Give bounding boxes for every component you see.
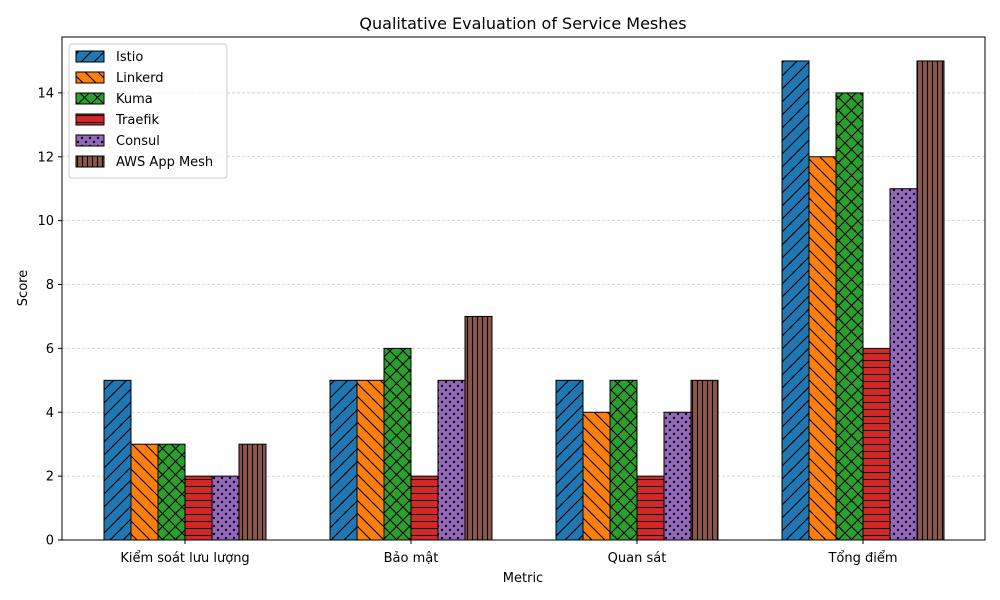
x-tick-label: Tổng điểm <box>827 551 897 566</box>
legend-swatch <box>75 113 105 126</box>
plot-frame <box>61 36 986 541</box>
bar-aws-app-mesh <box>916 60 945 541</box>
bar-kuma <box>157 443 186 541</box>
grid-lines <box>62 92 985 477</box>
legend-box <box>68 43 228 179</box>
bar-aws-app-mesh <box>464 315 493 541</box>
bar-istio <box>329 379 358 541</box>
bar-traefik <box>410 475 439 541</box>
bar-aws-app-mesh <box>690 379 719 541</box>
bar-kuma <box>835 92 864 541</box>
legend-label: Traefik <box>115 113 160 128</box>
legend-swatch <box>75 71 105 84</box>
bar-istio <box>781 60 810 541</box>
bar-consul <box>663 411 692 541</box>
bar-kuma <box>383 347 412 541</box>
x-tick-label: Quan sát <box>608 551 667 566</box>
y-tick-label: 4 <box>46 406 54 421</box>
y-tick-label: 12 <box>37 150 54 165</box>
y-tick-label: 2 <box>46 470 54 485</box>
y-tick-label: 10 <box>37 214 54 229</box>
x-tick-label: Kiểm soát lưu lượng <box>120 551 249 566</box>
legend-swatch <box>75 134 105 147</box>
bar-linkerd <box>130 443 159 541</box>
bar-linkerd <box>808 156 837 541</box>
bar-consul <box>889 188 918 541</box>
bar-linkerd <box>582 411 611 541</box>
legend-swatch <box>75 155 105 168</box>
legend-label: Linkerd <box>116 71 164 86</box>
bar-kuma <box>609 379 638 541</box>
legend-swatch <box>75 50 105 63</box>
bar-istio <box>103 379 132 541</box>
y-tick-label: 8 <box>46 278 54 293</box>
legend-label: Istio <box>116 50 143 65</box>
bar-traefik <box>862 347 891 541</box>
y-tick-label: 14 <box>37 86 54 101</box>
bars <box>103 60 945 541</box>
chart-title: Qualitative Evaluation of Service Meshes <box>359 14 686 33</box>
legend: Istio Linkerd Kuma Traefik Consul AWS App Mes… <box>68 43 228 179</box>
bar-consul <box>437 379 466 541</box>
bar-traefik <box>184 475 213 541</box>
bar-istio <box>555 379 584 541</box>
x-tick-label: Bảo mật <box>384 551 439 566</box>
y-tick-label: 6 <box>46 342 54 357</box>
y-axis-ticks: 0 2 4 6 8 10 12 14 <box>37 86 62 549</box>
legend-label: Kuma <box>116 92 153 107</box>
y-axis-title: Score <box>16 270 31 306</box>
legend-swatch <box>75 92 105 105</box>
x-axis-ticks: Kiểm soát lưu lượng Bảo mật Quan sát Tổng đ… <box>120 540 898 566</box>
bar-traefik <box>636 475 665 541</box>
legend-label: AWS App Mesh <box>116 155 213 170</box>
legend-label: Consul <box>116 134 160 149</box>
y-tick-label: 0 <box>46 534 54 549</box>
bar-linkerd <box>356 379 385 541</box>
bar-consul <box>211 475 240 541</box>
x-axis-title: Metric <box>503 571 543 586</box>
bar-aws-app-mesh <box>238 443 267 541</box>
